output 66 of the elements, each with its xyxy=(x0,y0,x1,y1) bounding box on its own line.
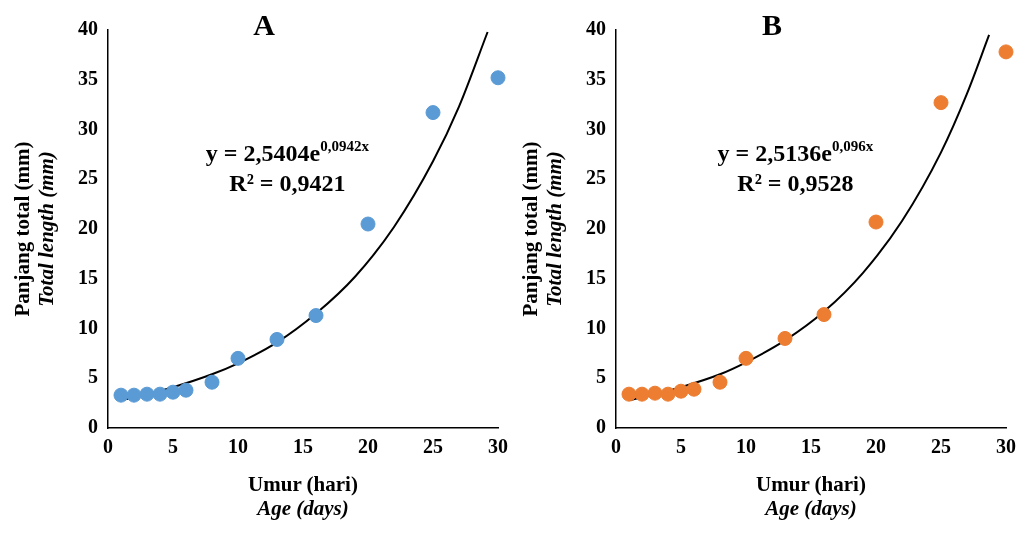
point xyxy=(308,308,324,324)
y-tick-label: 30 xyxy=(586,116,606,139)
y-tick-label: 10 xyxy=(586,315,606,338)
y-tick-label: 15 xyxy=(586,265,606,288)
y-tick-label: 10 xyxy=(78,315,98,338)
point xyxy=(660,386,676,402)
point xyxy=(686,381,702,397)
y-tick-label: 0 xyxy=(596,415,606,438)
y-tick-label: 30 xyxy=(78,116,98,139)
x-tick-label: 30 xyxy=(488,435,508,458)
y-tick-label: 25 xyxy=(78,166,98,189)
y-tick-label: 35 xyxy=(586,66,606,89)
point xyxy=(269,331,285,347)
y-tick-label: 5 xyxy=(596,365,606,388)
point xyxy=(673,383,689,399)
x-tick-label: 15 xyxy=(801,435,821,458)
x-tick-label: 10 xyxy=(736,435,756,458)
chart-title: B xyxy=(761,7,783,41)
point xyxy=(777,330,793,346)
x-tick-label: 30 xyxy=(996,435,1016,458)
y-tick-label: 0 xyxy=(88,415,98,438)
point xyxy=(621,386,637,402)
point xyxy=(360,216,376,232)
x-tick-label: 20 xyxy=(866,435,886,458)
x-tick-label: 5 xyxy=(168,435,178,458)
point xyxy=(152,386,168,402)
point xyxy=(738,350,754,366)
x-tick-label: 15 xyxy=(293,435,313,458)
point xyxy=(647,385,663,401)
point xyxy=(204,374,220,390)
y-tick-label: 35 xyxy=(78,66,98,89)
point xyxy=(490,70,506,86)
y-axis-title: Panjang total (mm) Total length (mm) xyxy=(518,141,567,317)
y-tick-label: 20 xyxy=(78,216,98,239)
point xyxy=(139,386,155,402)
point xyxy=(998,44,1014,60)
x-tick-label: 10 xyxy=(228,435,248,458)
y-tick-label: 15 xyxy=(78,265,98,288)
y-tick-label: 5 xyxy=(88,365,98,388)
y-tick-label: 40 xyxy=(586,17,606,40)
point xyxy=(230,350,246,366)
point xyxy=(113,387,129,403)
point xyxy=(634,386,650,402)
x-axis-title: Umur (hari) Age (days) xyxy=(248,472,358,521)
point xyxy=(178,382,194,398)
point xyxy=(425,105,441,121)
annotation: R² = 0,9421 xyxy=(229,170,346,197)
point xyxy=(868,214,884,230)
x-tick-label: 0 xyxy=(103,435,113,458)
x-tick-label: 25 xyxy=(931,435,951,458)
point xyxy=(126,387,142,403)
point xyxy=(933,95,949,111)
y-tick-label: 40 xyxy=(78,17,98,40)
y-tick-label: 25 xyxy=(586,166,606,189)
x-axis-title: Umur (hari) Age (days) xyxy=(756,472,866,521)
x-tick-label: 25 xyxy=(423,435,443,458)
point xyxy=(712,374,728,390)
y-axis-title: Panjang total (mm) Total length (mm) xyxy=(10,141,59,317)
x-tick-label: 20 xyxy=(358,435,378,458)
x-tick-label: 0 xyxy=(611,435,621,458)
annotation: R² = 0,9528 xyxy=(737,170,854,197)
point xyxy=(816,307,832,323)
chart-title: A xyxy=(253,7,276,41)
y-tick-label: 20 xyxy=(586,216,606,239)
point xyxy=(165,384,181,400)
x-tick-label: 5 xyxy=(676,435,686,458)
